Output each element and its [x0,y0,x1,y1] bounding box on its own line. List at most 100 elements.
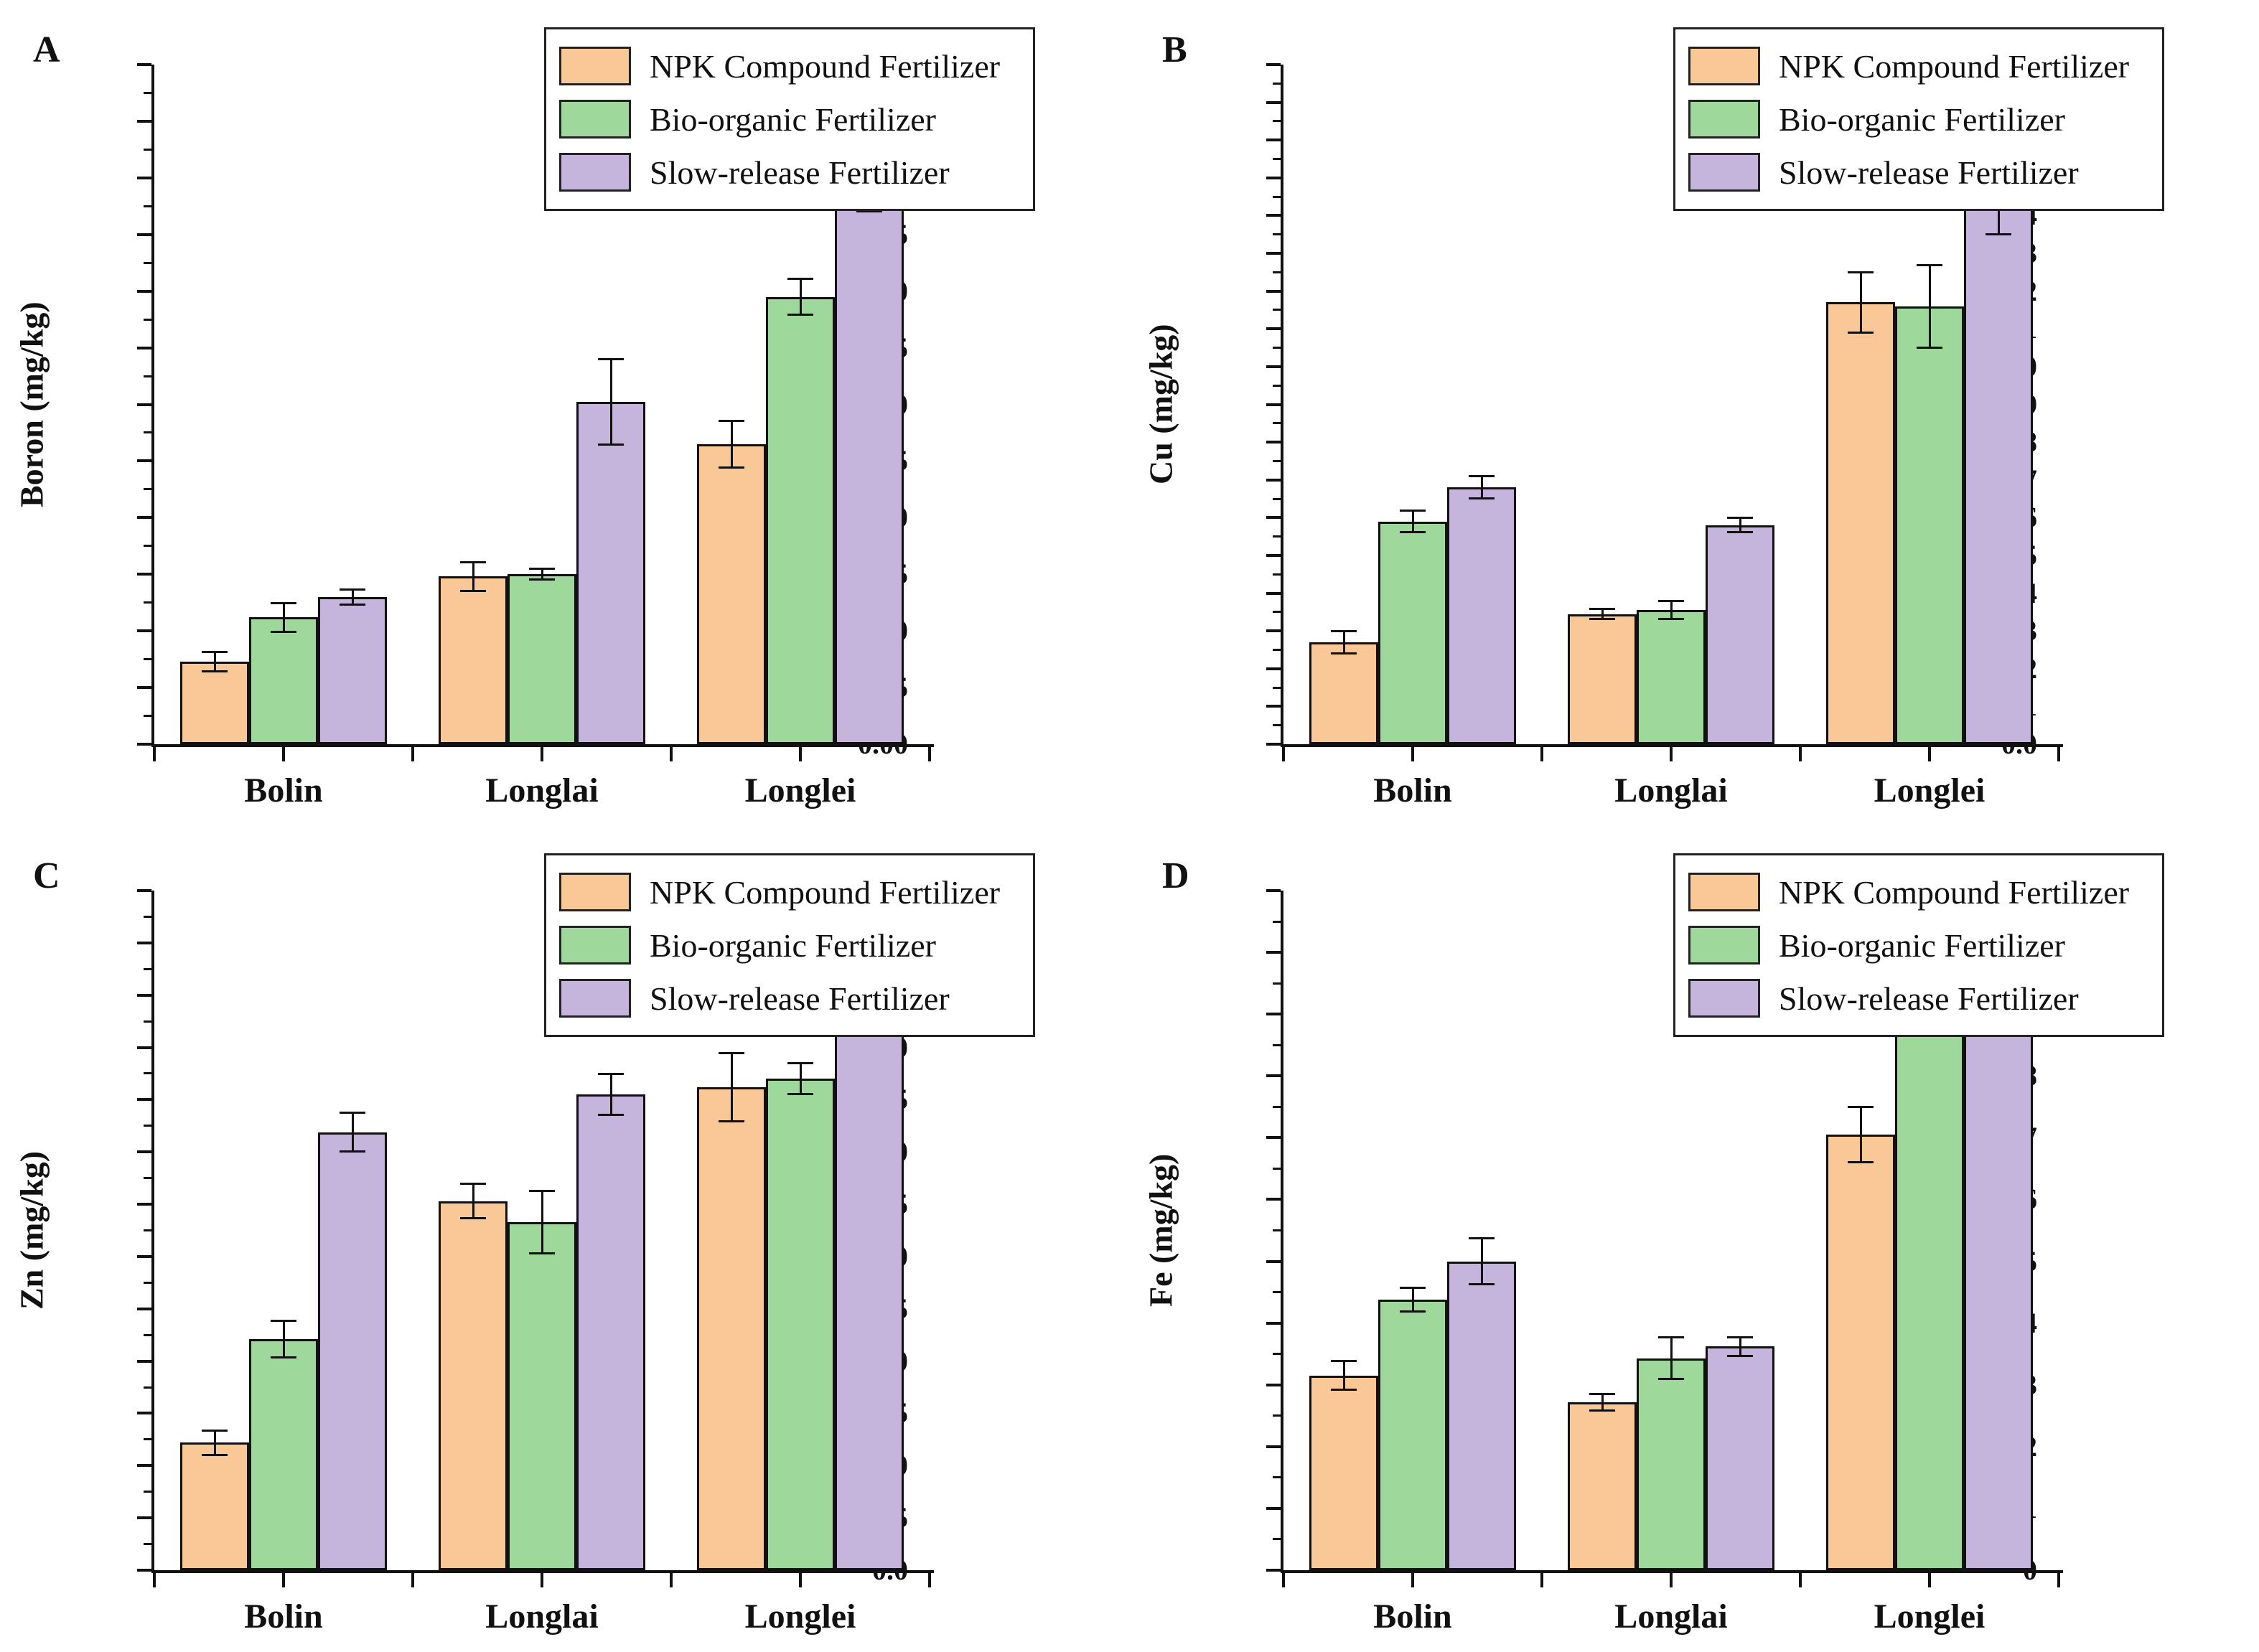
x-boundary-tick [1540,1573,1543,1587]
error-bar [1342,1361,1345,1391]
y-major-tick [1266,591,1281,595]
error-bar [1670,1337,1673,1379]
x-category-label: Bolin [1373,771,1452,809]
error-bar-cap-top [787,1062,813,1065]
y-minor-tick [144,318,151,321]
y-minor-tick [144,1386,151,1389]
legend-label: Slow-release Fertilizer [650,980,950,1017]
y-minor-tick [1273,1476,1281,1479]
y-minor-tick [1273,1414,1281,1417]
y-minor-tick [144,1491,151,1493]
y-major-tick [137,686,151,690]
legend-item: Slow-release Fertilizer [559,972,1020,1025]
legend-fe: NPK Compound Fertilizer Bio-organic Ferti… [1673,853,2164,1037]
x-category-tick [1411,1573,1414,1587]
y-minor-tick [144,148,151,151]
y-minor-tick [1273,686,1281,689]
legend-label: Bio-organic Fertilizer [650,926,936,964]
x-category-label: Bolin [1373,1597,1452,1635]
y-minor-tick [1273,573,1281,576]
x-category-tick [1670,1573,1673,1587]
y-major-tick [137,516,151,520]
y-minor-tick [144,261,151,264]
legend-label: Slow-release Fertilizer [650,154,950,191]
error-bar [541,1191,543,1254]
error-bar [1739,1336,1741,1357]
bar-bolin-series-1 [180,1442,249,1570]
error-bar [1342,631,1345,654]
y-major-tick [137,993,151,997]
legend-item: Slow-release Fertilizer [559,146,1020,199]
bar-longlei-series-3 [835,964,904,1570]
y-major-tick [137,63,151,66]
error-bar [799,1063,802,1095]
error-bar-cap-top [271,601,296,604]
error-bar [1601,1393,1604,1411]
error-bar-cap-top [598,358,624,361]
x-category-label: Longlai [485,771,599,809]
x-category-label: Longlai [485,1597,599,1635]
error-bar-cap-top [1658,1336,1684,1339]
error-bar-cap-bottom [529,578,555,581]
legend-item: NPK Compound Fertilizer [559,39,1020,93]
y-major-tick [137,1516,151,1520]
error-bar-cap-top [1658,600,1684,603]
panel-label-c: C [33,855,60,896]
error-bar-cap-bottom [1727,1355,1753,1358]
bar-longlai-series-3 [1706,525,1774,744]
y-major-tick [1266,63,1281,66]
x-category-label: Longlei [1874,1597,1986,1635]
error-bar-cap-bottom [202,1453,228,1456]
panel-c-zn: C Zn (mg/kg) 0.00.51.01.52.02.53.03.54.0… [0,826,1129,1652]
y-minor-tick [1273,1167,1281,1170]
legend-label: Bio-organic Fertilizer [1779,100,2065,138]
error-bar [1480,476,1483,499]
error-bar [541,568,543,581]
legend-label: Bio-organic Fertilizer [650,100,936,138]
bar-longlei-series-1 [1826,1135,1895,1570]
y-major-tick [1266,705,1281,708]
bar-longlei-series-2 [1895,306,1964,744]
error-bar-cap-top [1848,1106,1874,1109]
x-category-tick [1411,747,1414,761]
y-axis-title-fe: Fe (mg/kg) [1142,1153,1179,1308]
y-minor-tick [1273,459,1281,462]
y-minor-tick [1273,1229,1281,1231]
y-major-tick [1266,252,1281,255]
x-boundary-tick [1540,747,1543,761]
bar-longlai-series-3 [1706,1346,1774,1570]
error-bar [799,278,802,315]
x-category-label: Longlei [744,771,856,809]
y-major-tick [1266,629,1281,633]
y-minor-tick [144,1177,151,1180]
y-major-tick [137,1150,151,1154]
error-bar-cap-bottom [271,630,296,633]
legend-item: Bio-organic Fertilizer [559,919,1020,972]
y-minor-tick [144,1438,151,1441]
y-major-tick [1266,1259,1281,1263]
error-bar-cap-top [1848,271,1874,274]
x-boundary-tick [928,1573,931,1587]
error-bar-cap-top [719,1051,744,1054]
y-major-tick [137,889,151,892]
y-minor-tick [1273,422,1281,425]
error-bar [730,1052,733,1122]
error-bar-cap-bottom [1727,531,1753,534]
legend-swatch [1688,100,1760,139]
y-major-tick [137,1464,151,1468]
legend-label: NPK Compound Fertilizer [650,873,1001,911]
bar-bolin-series-3 [318,596,387,744]
y-major-tick [1266,139,1281,142]
error-bar-cap-top [1331,1360,1357,1363]
error-bar-cap-bottom [1589,618,1615,621]
x-category-label: Longlei [744,1597,856,1635]
y-major-tick [1266,176,1281,179]
plot-area-boron: 0.000.050.100.150.200.250.300.350.400.45… [137,50,934,809]
x-axis-line [151,744,934,747]
y-minor-tick [144,715,151,718]
error-bar-cap-top [1331,630,1357,633]
y-axis-title-zn: Zn (mg/kg) [13,1150,50,1310]
y-minor-tick [1273,271,1281,273]
bar-longlai-series-1 [439,1201,508,1570]
